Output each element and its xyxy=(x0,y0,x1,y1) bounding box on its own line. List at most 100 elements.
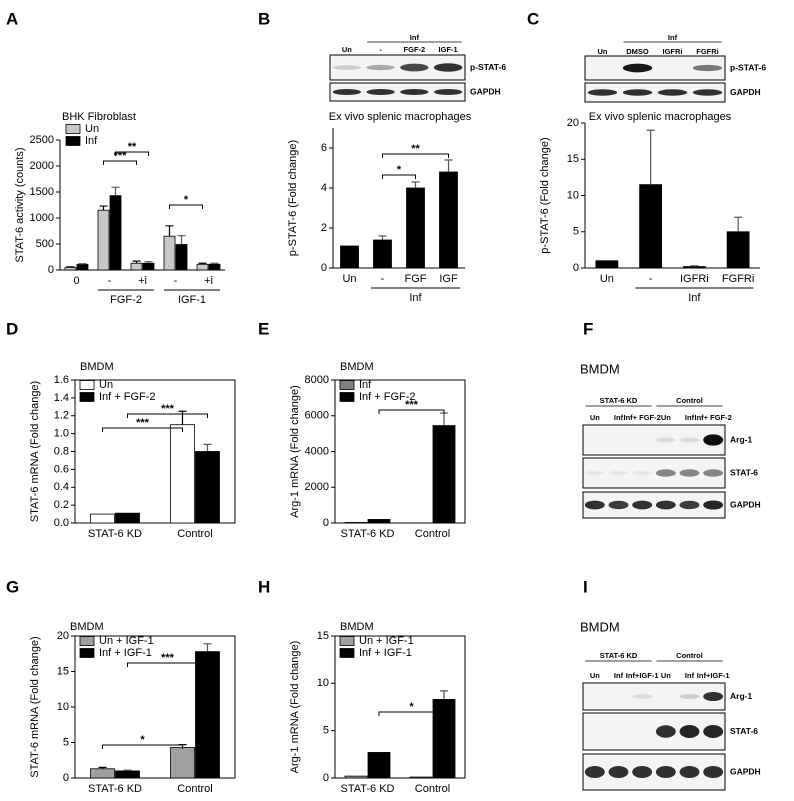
significance-bracket xyxy=(378,711,445,716)
bar xyxy=(196,263,209,271)
significance-bracket xyxy=(382,153,449,158)
error-bar xyxy=(210,262,219,265)
blot-band xyxy=(608,765,629,779)
bar xyxy=(367,752,391,779)
panel-letter: H xyxy=(258,577,270,596)
blot-band xyxy=(703,691,724,702)
significance-label: *** xyxy=(405,399,419,411)
bar xyxy=(195,651,220,779)
blot-band xyxy=(703,469,724,477)
y-tick-label: 5 xyxy=(573,226,579,238)
blot-title: BMDM xyxy=(580,619,620,634)
blot-band xyxy=(679,765,700,779)
blot-band xyxy=(433,63,463,72)
significance-label: *** xyxy=(161,652,175,664)
error-bar xyxy=(165,225,174,237)
bar xyxy=(439,171,458,269)
blot-band xyxy=(433,88,463,96)
blot-band xyxy=(655,500,676,510)
error-bar xyxy=(690,265,699,267)
y-tick-label: 4000 xyxy=(305,445,329,457)
bar xyxy=(344,522,368,524)
y-axis-label: Arg-1 mRNA (Fold change) xyxy=(289,385,301,518)
y-tick-label: 5 xyxy=(63,736,69,748)
lane-label: IGFRi xyxy=(663,47,683,56)
blot-band xyxy=(584,765,605,779)
bar xyxy=(163,235,176,271)
blot-band xyxy=(332,65,362,70)
lane-label: DMSO xyxy=(626,47,649,56)
bar xyxy=(90,513,115,524)
blot-header: Inf xyxy=(410,33,420,42)
band-label: Arg-1 xyxy=(730,434,752,444)
chart-title: Ex vivo splenic macrophages xyxy=(329,111,472,123)
blot-band xyxy=(622,63,653,73)
blot-band xyxy=(703,765,724,779)
lane-label: Inf+ FGF-2 xyxy=(624,413,661,422)
x-tick-label: Control xyxy=(415,783,450,795)
bar xyxy=(682,266,706,269)
bar xyxy=(432,699,456,779)
error-bar xyxy=(734,216,743,232)
lane-label: Inf xyxy=(614,413,624,422)
blot-band xyxy=(632,694,653,699)
blot-title: BMDM xyxy=(580,361,620,376)
blot-band xyxy=(584,470,605,476)
band-label: GAPDH xyxy=(470,86,501,96)
band-label: p-STAT-6 xyxy=(470,62,506,72)
blot-band xyxy=(622,89,653,96)
error-bar xyxy=(144,261,153,264)
blot-band xyxy=(703,500,724,510)
y-axis-label: STAT-6 mRNA (Fold change) xyxy=(29,636,41,777)
lane-label: Inf xyxy=(685,413,695,422)
y-axis-label: p-STAT-6 (Fold change) xyxy=(287,140,299,256)
blot-band xyxy=(400,88,429,96)
significance-label: * xyxy=(140,734,145,746)
significance-label: *** xyxy=(161,403,175,415)
x-tick-label: +i xyxy=(138,275,147,287)
y-tick-label: 5 xyxy=(323,725,329,737)
lane-label: FGFRi xyxy=(696,47,719,56)
blot-group: Control xyxy=(676,651,703,660)
significance-bracket xyxy=(102,744,183,749)
x-tick-label: STAT-6 KD xyxy=(341,528,395,540)
y-axis-label: STAT-6 mRNA (Fold change) xyxy=(29,381,41,522)
y-tick-label: 1.0 xyxy=(54,428,69,440)
blot-band xyxy=(655,725,676,738)
panel-letter: F xyxy=(583,319,593,338)
x-tick-label: FGF xyxy=(405,273,427,285)
y-tick-label: 20 xyxy=(57,630,69,642)
bar xyxy=(409,776,433,779)
x-tick-label: STAT-6 KD xyxy=(88,783,142,795)
bar xyxy=(432,425,456,524)
legend-label: Un xyxy=(99,379,113,391)
blot-band xyxy=(587,89,618,96)
lane-label: Un xyxy=(342,45,352,54)
x-tick-label: IGF xyxy=(439,273,458,285)
error-bar xyxy=(177,235,186,245)
blot-group: STAT-6 KD xyxy=(600,651,638,660)
legend-label: Inf xyxy=(85,135,98,147)
lane-label: Inf+ FGF-2 xyxy=(695,413,732,422)
band-label: GAPDH xyxy=(730,87,761,97)
legend-swatch xyxy=(339,636,355,646)
blot-band xyxy=(679,725,700,738)
legend-swatch xyxy=(79,380,95,390)
band-label: GAPDH xyxy=(730,766,761,776)
lane-label: Inf+IGF-1 xyxy=(626,671,659,680)
x-tick-label: IGFRi xyxy=(680,273,709,285)
blot-box xyxy=(582,682,726,711)
y-tick-label: 0 xyxy=(323,517,329,529)
y-tick-label: 1000 xyxy=(30,212,54,224)
legend-swatch xyxy=(339,648,355,658)
blot-band xyxy=(692,89,723,96)
band-label: GAPDH xyxy=(730,499,761,509)
error-bar xyxy=(411,181,420,188)
band-label: STAT-6 xyxy=(730,467,758,477)
bar xyxy=(115,770,140,779)
significance-bracket xyxy=(169,204,203,209)
y-tick-label: 15 xyxy=(57,665,69,677)
x-tick-label: +i xyxy=(204,275,213,287)
blot-box xyxy=(582,491,726,519)
panel-letter: I xyxy=(583,577,588,596)
